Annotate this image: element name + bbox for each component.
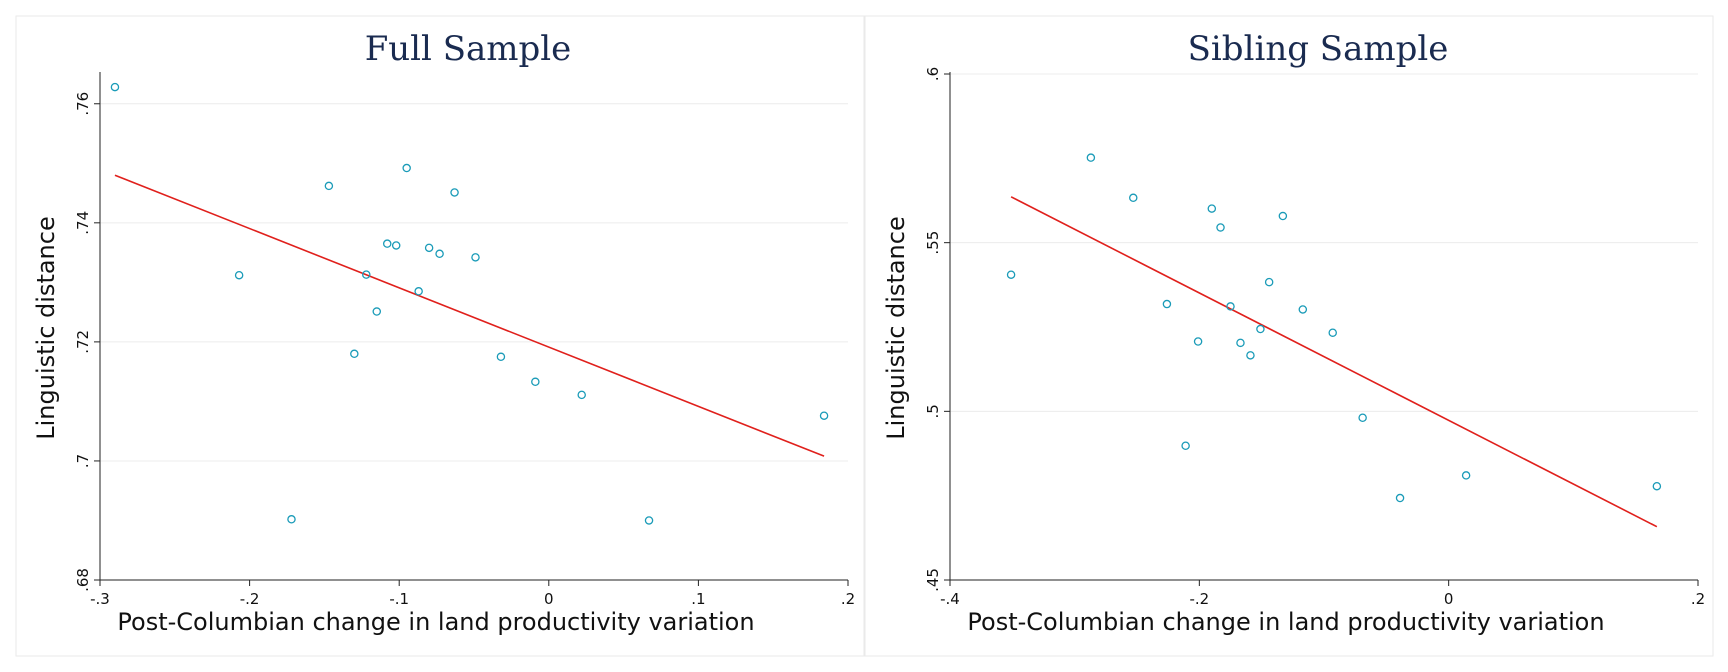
y-axis-label: Linguistic distance xyxy=(32,216,60,439)
y-tick-label: .74 xyxy=(74,211,92,235)
scatter-point xyxy=(1278,211,1288,221)
x-tick-label: -.4 xyxy=(940,590,960,608)
fit-layer xyxy=(114,174,825,457)
panel-sibling-sample: Sibling Sample .45 .5 .55 .6 -.4 -.2 0 .2 Post-… xyxy=(864,15,1714,657)
scatter-point xyxy=(819,411,829,420)
scatter-point xyxy=(1207,204,1217,213)
scatter-point xyxy=(362,270,371,279)
scatter-point xyxy=(391,241,401,250)
scatter-point xyxy=(1256,324,1265,334)
x-tick-label: -.2 xyxy=(1189,590,1209,608)
x-tick-label: .1 xyxy=(691,590,705,608)
scatter-point xyxy=(471,253,480,262)
scatter-point xyxy=(496,352,506,362)
scatter-point xyxy=(382,239,392,248)
y-tick-label: .45 xyxy=(924,568,942,592)
scatter-point xyxy=(1328,328,1337,337)
scatter-point xyxy=(450,188,459,197)
scatter-point xyxy=(414,287,423,296)
scatter-point xyxy=(1006,270,1016,279)
y-tick-label: .7 xyxy=(74,454,92,468)
x-tick-label: -.2 xyxy=(240,590,260,608)
scatter-point xyxy=(1395,493,1405,503)
x-tick-label: .2 xyxy=(841,590,855,608)
x-tick-label: 0 xyxy=(544,590,554,608)
scatter-point xyxy=(577,390,586,400)
points-layer xyxy=(110,82,829,525)
scatter-point xyxy=(424,243,434,253)
y-tick-label: .55 xyxy=(924,231,942,255)
scatter-point xyxy=(531,377,540,387)
scatter-point xyxy=(350,349,359,359)
scatter-point xyxy=(110,82,120,92)
scatter-point xyxy=(1193,337,1203,346)
y-tick-label: .72 xyxy=(74,330,92,354)
scatter-point xyxy=(324,181,334,191)
scatter-point xyxy=(1086,153,1096,162)
scatter-point xyxy=(435,249,444,259)
scatter-point xyxy=(402,163,411,173)
y-tick-label: .68 xyxy=(74,568,92,592)
scatter-point xyxy=(1298,305,1308,314)
y-tick-label: .6 xyxy=(924,67,942,81)
chart-title: Full Sample xyxy=(365,29,572,69)
scatter-point xyxy=(1181,441,1190,450)
x-tick-label: -.3 xyxy=(90,590,110,608)
scatter-point xyxy=(1652,481,1662,491)
fit-layer xyxy=(1010,196,1658,528)
scatter-point xyxy=(1264,277,1274,287)
scatter-point xyxy=(234,270,244,280)
panel-background xyxy=(15,15,865,657)
x-tick-label: .2 xyxy=(1691,590,1705,608)
scatter-point xyxy=(1162,299,1172,309)
scatter-point xyxy=(1461,471,1471,480)
x-tick-label: -.1 xyxy=(389,590,409,608)
points-layer xyxy=(1006,153,1662,503)
scatter-point xyxy=(1226,302,1235,311)
chart-title: Sibling Sample xyxy=(1188,29,1449,69)
scatter-point xyxy=(1358,413,1367,422)
y-tick-label: .76 xyxy=(74,92,92,116)
axes: .68 .7 .72 .74 .76 -.3 -.2 -.1 0 .1 .2 xyxy=(74,72,855,608)
scatter-point xyxy=(1129,193,1138,203)
scatter-point xyxy=(1216,223,1225,232)
scatter-point xyxy=(1236,338,1245,348)
y-axis-label: Linguistic distance xyxy=(882,216,910,439)
scatter-point xyxy=(1246,351,1255,360)
scatter-point xyxy=(287,515,296,524)
panel-full-sample: Full Sample .68 .7 .72 .74 .76 -.3 -.2 -.1 0 .1 .2… xyxy=(15,15,865,657)
fit-line xyxy=(114,174,825,457)
y-tick-label: .5 xyxy=(924,404,942,418)
x-axis-label: Post-Columbian change in land productivi… xyxy=(117,608,754,636)
scatter-point xyxy=(372,307,382,316)
axes: .45 .5 .55 .6 -.4 -.2 0 .2 xyxy=(924,67,1705,608)
scatter-point xyxy=(644,516,654,525)
x-axis-label: Post-Columbian change in land productivi… xyxy=(967,608,1604,636)
panel-background xyxy=(864,15,1714,657)
fit-line xyxy=(1010,196,1658,528)
x-tick-label: 0 xyxy=(1444,590,1454,608)
